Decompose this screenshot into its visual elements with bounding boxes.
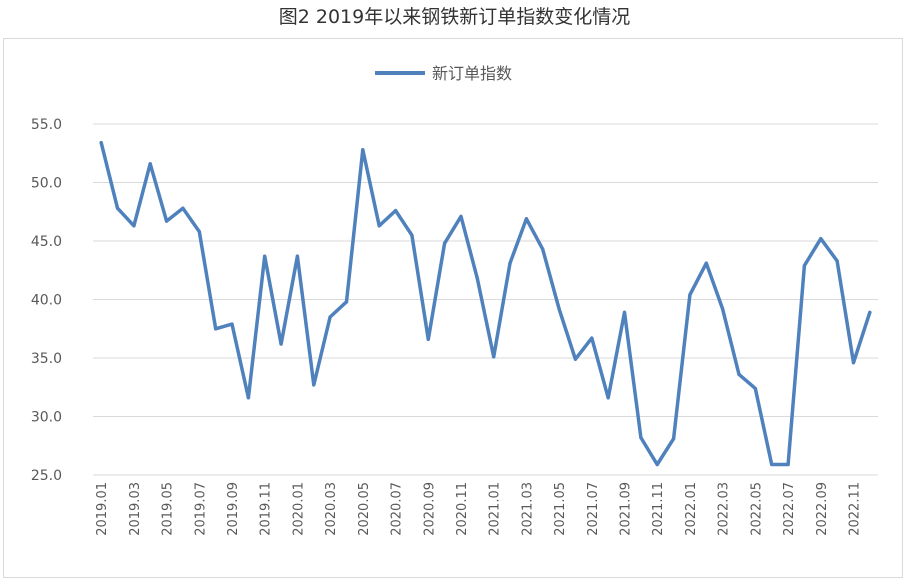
data-point [426, 337, 430, 341]
data-point [361, 148, 365, 152]
x-tick-label: 2019.03 [128, 482, 143, 536]
x-tick-label: 2022.03 [717, 482, 732, 536]
data-point [148, 162, 152, 166]
x-tick-label: 2019.01 [95, 482, 110, 536]
data-point [492, 355, 496, 359]
data-point [230, 322, 234, 326]
data-point [639, 435, 643, 440]
x-tick-label: 2021.09 [619, 482, 634, 536]
x-tick-label: 2019.11 [259, 482, 274, 536]
x-tick-label: 2022.01 [684, 482, 699, 536]
x-tick-label: 2022.11 [847, 482, 862, 536]
legend: 新订单指数 [375, 64, 512, 83]
data-point [181, 206, 185, 210]
data-point [393, 208, 398, 213]
data-point [524, 217, 528, 221]
data-point [737, 372, 741, 376]
data-point [622, 310, 627, 314]
x-tick-label: 2021.11 [651, 482, 666, 536]
data-point [802, 263, 807, 268]
x-tick-label: 2019.07 [193, 482, 208, 536]
data-point [328, 315, 332, 319]
x-tick-label: 2019.05 [161, 482, 176, 536]
data-point [246, 396, 250, 400]
y-axis: 25.0 30.0 35.0 40.0 45.0 50.0 55.0 [31, 117, 62, 484]
data-point [377, 224, 381, 228]
data-point [99, 141, 103, 145]
x-axis: 2019.01 2019.03 2019.05 2019.07 2019.09 2019.… [95, 482, 862, 536]
data-point [197, 230, 201, 234]
data-point [214, 327, 218, 331]
data-point [344, 300, 349, 304]
legend-label: 新订单指数 [432, 64, 512, 83]
data-point [410, 233, 414, 237]
data-point [819, 237, 823, 241]
y-tick-label: 55.0 [31, 117, 62, 133]
x-tick-label: 2021.01 [488, 482, 503, 536]
data-point [573, 357, 578, 361]
data-point [835, 259, 839, 263]
data-point [263, 254, 267, 258]
data-point [115, 206, 120, 210]
x-tick-label: 2020.05 [357, 482, 372, 536]
data-point [295, 254, 300, 258]
data-point [459, 214, 463, 219]
data-point [704, 261, 708, 265]
data-point [443, 241, 447, 245]
data-point [688, 293, 692, 297]
data-point [557, 307, 561, 311]
x-tick-label: 2022.09 [815, 482, 830, 536]
x-tick-label: 2020.11 [455, 482, 470, 536]
data-point [312, 383, 316, 387]
data-point [770, 462, 774, 467]
y-tick-label: 35.0 [31, 351, 62, 367]
y-tick-label: 30.0 [31, 410, 62, 426]
x-tick-label: 2021.03 [520, 482, 535, 536]
series-line-0 [99, 140, 872, 467]
data-point [279, 342, 283, 346]
x-tick-label: 2022.05 [749, 482, 764, 536]
data-point [606, 396, 610, 400]
x-tick-label: 2019.09 [226, 482, 241, 536]
data-point [132, 224, 136, 228]
data-point [508, 261, 512, 265]
x-tick-label: 2020.07 [390, 482, 405, 536]
series-layer [99, 140, 872, 467]
data-point [786, 462, 790, 467]
data-point [721, 307, 725, 311]
data-point [671, 437, 676, 441]
x-tick-label: 2021.05 [553, 482, 568, 536]
x-tick-label: 2020.03 [324, 482, 339, 536]
data-point [164, 219, 169, 223]
data-point [475, 276, 479, 281]
data-point [851, 361, 856, 365]
y-tick-label: 45.0 [31, 234, 62, 250]
gridlines [93, 123, 878, 476]
x-tick-label: 2021.07 [586, 482, 601, 536]
chart-frame [3, 38, 903, 578]
figure-title: 图2 2019年以来钢铁新订单指数变化情况 [278, 6, 631, 28]
y-tick-label: 50.0 [31, 176, 62, 192]
data-point [590, 336, 594, 340]
x-tick-label: 2020.09 [422, 482, 437, 536]
y-tick-label: 25.0 [31, 468, 62, 484]
data-point [541, 247, 545, 251]
data-point [868, 310, 872, 314]
y-tick-label: 40.0 [31, 293, 62, 309]
data-point [655, 462, 659, 467]
data-point [753, 386, 757, 391]
x-tick-label: 2022.07 [782, 482, 797, 536]
x-tick-label: 2020.01 [291, 482, 306, 536]
